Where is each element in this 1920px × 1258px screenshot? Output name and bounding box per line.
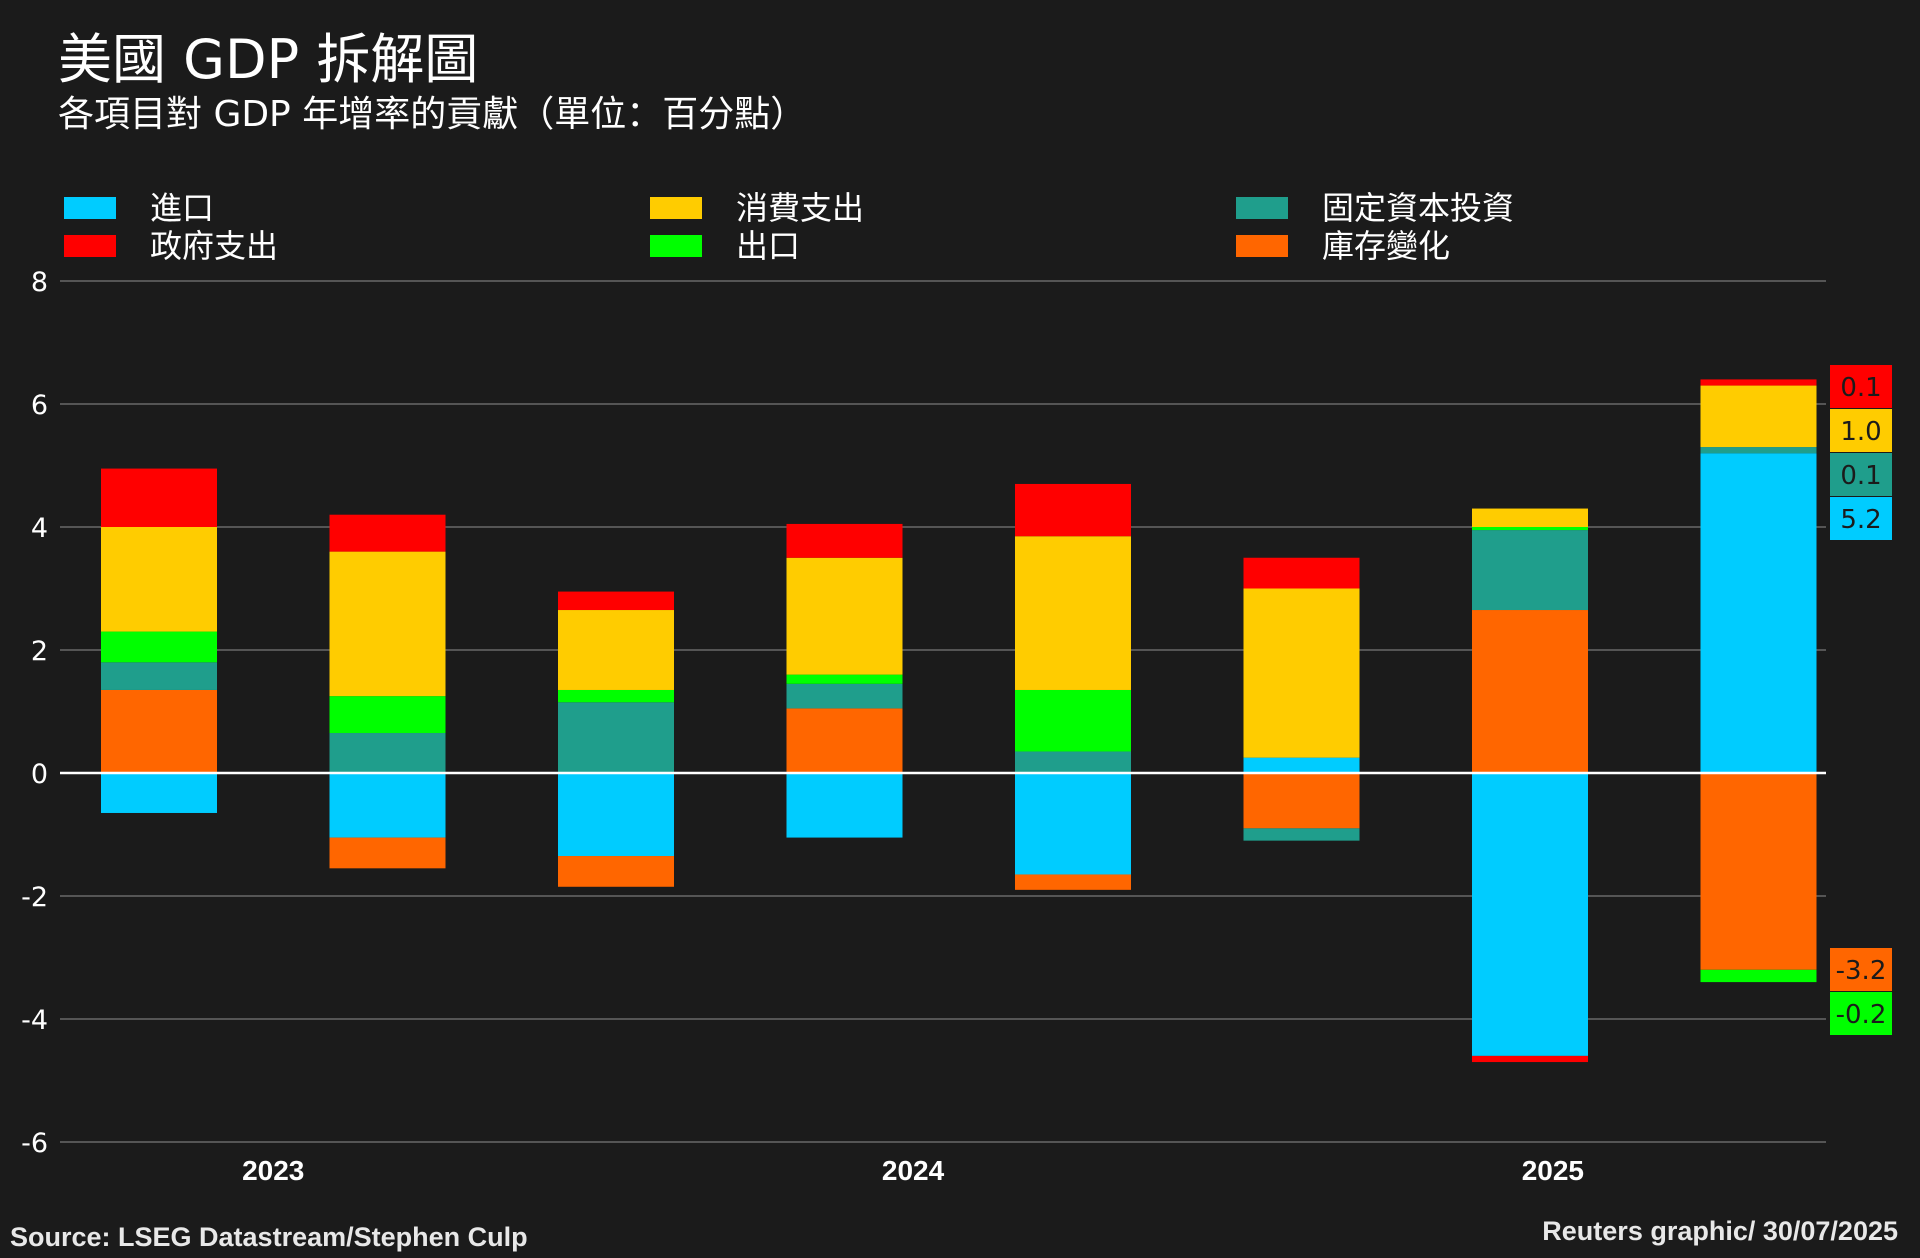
bar-segment <box>1700 447 1817 454</box>
bar-segment <box>1700 453 1817 773</box>
end-label-box <box>1830 453 1892 496</box>
bar-segment <box>1700 379 1817 386</box>
legend-label-imports: 進口 <box>150 189 215 227</box>
bar-segment <box>786 523 903 558</box>
end-label-text: 1.0 <box>1840 417 1881 447</box>
end-label-box <box>1830 497 1892 540</box>
legend-label-consumption: 消費支出 <box>736 189 865 227</box>
chart-title: 美國 GDP 拆解圖 <box>58 28 479 91</box>
bar-segment <box>1243 557 1360 589</box>
legend-item-imports: 進口 <box>64 190 214 226</box>
legend-label-exports: 出口 <box>736 227 801 265</box>
y-tick-label: -4 <box>21 1005 48 1036</box>
bars <box>101 379 1817 1063</box>
legend-label-government: 政府支出 <box>150 227 279 265</box>
end-label-text: -3.2 <box>1836 956 1887 986</box>
y-tick-label: 0 <box>31 759 48 790</box>
x-tick-label: 2025 <box>1522 1155 1584 1186</box>
x-tick-label: 2023 <box>242 1155 304 1186</box>
end-label-text: 0.1 <box>1840 461 1881 491</box>
bar-segment <box>101 662 217 690</box>
bar-segment <box>1472 773 1588 1056</box>
end-label-box <box>1830 365 1892 408</box>
end-label-text: 0.1 <box>1840 373 1881 403</box>
bar-segment <box>1243 588 1360 758</box>
legend: 進口 政府支出 消費支出 出口 固定資本投資 庫存變化 <box>0 190 1920 270</box>
legend-swatch-inventories <box>1236 235 1288 257</box>
bar-segment <box>786 683 903 709</box>
bar-segment <box>1472 508 1588 527</box>
bar-segment <box>558 610 674 690</box>
y-tick-label: 6 <box>31 390 48 421</box>
bar-segment <box>1243 757 1360 773</box>
bar-segment <box>329 696 446 734</box>
bar-segment <box>1700 385 1817 448</box>
y-tick-label: -2 <box>21 882 48 913</box>
bar-segment <box>1243 773 1360 829</box>
bar-segment <box>558 591 674 611</box>
legend-swatch-exports <box>650 235 702 257</box>
end-label-text: 5.2 <box>1840 505 1881 535</box>
legend-item-inventories: 庫存變化 <box>1236 228 1450 264</box>
bar-segment <box>101 468 217 527</box>
bar-segment <box>1015 536 1131 690</box>
bar-segment <box>1472 530 1588 611</box>
legend-swatch-consumption <box>650 197 702 219</box>
bar-segment <box>1015 689 1131 752</box>
y-tick-label: 4 <box>31 513 48 544</box>
bar-segment <box>558 773 674 857</box>
bar-segment <box>786 708 903 773</box>
bar-segment <box>1015 751 1131 773</box>
bar-segment <box>558 702 674 773</box>
bar-segment <box>101 527 217 632</box>
legend-label-fixed-investment: 固定資本投資 <box>1322 189 1515 227</box>
legend-item-exports: 出口 <box>650 228 800 264</box>
bar-segment <box>101 631 217 663</box>
x-axis-labels: 2023 2024 2025 <box>242 1155 1584 1186</box>
end-label-box <box>1830 409 1892 452</box>
legend-swatch-imports <box>64 197 116 219</box>
bar-segment <box>786 674 903 684</box>
end-label-box <box>1830 948 1892 991</box>
legend-swatch-fixed-investment <box>1236 197 1288 219</box>
bar-segment <box>558 856 674 887</box>
legend-swatch-government <box>64 235 116 257</box>
bar-segment <box>329 514 446 552</box>
legend-item-consumption: 消費支出 <box>650 190 864 226</box>
bar-segment <box>786 557 903 675</box>
bar-segment <box>1700 773 1817 970</box>
credit-note: Reuters graphic/ 30/07/2025 <box>1542 1216 1898 1246</box>
y-tick-label: 8 <box>31 267 48 298</box>
bar-segment <box>101 689 217 773</box>
bar-segment <box>1015 773 1131 875</box>
bar-segment <box>1243 828 1360 841</box>
end-label-box <box>1830 992 1892 1035</box>
bar-segment <box>1472 610 1588 773</box>
y-tick-label: -6 <box>21 1128 48 1159</box>
legend-label-inventories: 庫存變化 <box>1322 227 1451 265</box>
y-axis-labels: 8 6 4 2 0 -2 -4 -6 <box>21 267 48 1159</box>
bar-segment <box>1015 483 1131 537</box>
legend-item-fixed-investment: 固定資本投資 <box>1236 190 1514 226</box>
bar-segment <box>558 689 674 703</box>
bar-segment <box>1472 527 1588 531</box>
bar-segment <box>786 773 903 838</box>
x-tick-label: 2024 <box>882 1155 945 1186</box>
bar-segment <box>329 733 446 773</box>
bar-segment <box>1700 969 1817 983</box>
bar-segment <box>329 773 446 838</box>
bar-segment <box>1472 1055 1588 1063</box>
source-note: Source: LSEG Datastream/Stephen Culp <box>10 1222 528 1252</box>
bar-segment <box>329 551 446 697</box>
end-label-text: -0.2 <box>1836 1000 1887 1030</box>
bar-segment <box>1015 874 1131 890</box>
y-tick-label: 2 <box>31 636 48 667</box>
chart-subtitle: 各項目對 GDP 年增率的貢獻（單位：百分點） <box>58 94 807 135</box>
legend-item-government: 政府支出 <box>64 228 278 264</box>
bar-segment <box>101 773 217 813</box>
bar-segment <box>329 837 446 869</box>
end-labels: 0.1 1.0 0.1 5.2 -3.2 -0.2 <box>1830 365 1892 1035</box>
